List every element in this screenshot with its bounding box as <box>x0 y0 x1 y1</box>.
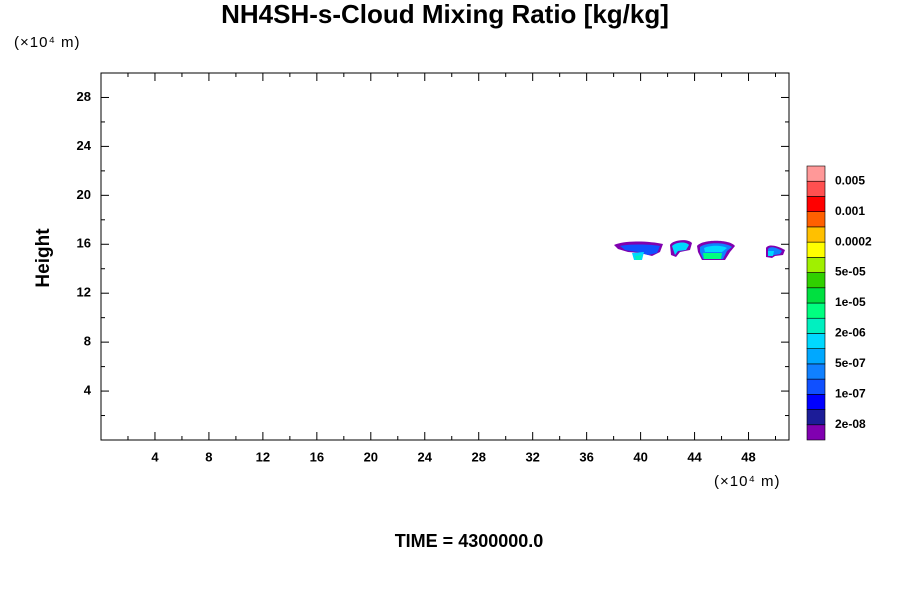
y-tick-label: 24 <box>77 138 92 153</box>
colorbar-swatch <box>806 211 826 228</box>
x-tick-label: 36 <box>579 449 593 464</box>
colorbar-swatch <box>806 226 826 243</box>
colorbar-swatch <box>806 363 826 380</box>
cloud-contour <box>704 245 727 252</box>
x-tick-label: 4 <box>151 449 159 464</box>
x-tick-label: 32 <box>525 449 539 464</box>
y-tick-label: 12 <box>77 285 91 300</box>
plot-frame <box>100 72 790 441</box>
colorbar-swatch <box>806 409 826 426</box>
y-axis-label: Height <box>33 228 54 288</box>
x-tick-label: 48 <box>741 449 755 464</box>
colorbar-label: 0.005 <box>835 173 865 187</box>
colorbar-label: 2e-06 <box>835 326 866 340</box>
colorbar-swatch <box>806 317 826 334</box>
cloud-contour <box>635 255 642 260</box>
colorbar-swatch <box>806 287 826 304</box>
colorbar-label: 5e-07 <box>835 356 866 370</box>
colorbar-swatch <box>806 180 826 197</box>
x-tick-label: 24 <box>418 449 433 464</box>
cloud-contour <box>620 244 660 255</box>
colorbar-swatch <box>806 348 826 365</box>
cloud-contour <box>768 251 774 256</box>
colorbar-label: 2e-08 <box>835 417 866 431</box>
cloud-contour <box>703 253 722 259</box>
x-tick-label: 16 <box>310 449 324 464</box>
x-tick-label: 8 <box>205 449 212 464</box>
colorbar-swatch <box>806 378 826 395</box>
y-tick-label: 4 <box>84 383 92 398</box>
colorbar-swatch <box>806 394 826 410</box>
x-unit: (×10⁴ m) <box>714 473 781 490</box>
colorbar-swatch <box>806 272 826 289</box>
colorbar-swatch <box>806 165 826 182</box>
colorbar-swatch <box>806 424 826 441</box>
colorbar-label: 5e-05 <box>835 265 866 279</box>
y-tick-label: 28 <box>77 89 91 104</box>
x-tick-label: 28 <box>471 449 485 464</box>
colorbar-swatch <box>806 333 826 349</box>
cloud-field <box>614 240 785 260</box>
colorbar-swatch <box>806 241 826 258</box>
x-tick-label: 44 <box>687 449 702 464</box>
y-tick-label: 16 <box>77 236 91 251</box>
y-unit: (×10⁴ m) <box>14 34 81 51</box>
x-tick-label: 40 <box>633 449 647 464</box>
colorbar-swatch <box>806 196 826 212</box>
x-tick-label: 12 <box>256 449 270 464</box>
footer-time: TIME = 4300000.0 <box>395 531 544 551</box>
x-tick-label: 20 <box>364 449 378 464</box>
colorbar-swatch <box>806 257 826 273</box>
cloud-contour <box>672 242 689 255</box>
colorbar-label: 1e-07 <box>835 387 866 401</box>
colorbar-label: 0.001 <box>835 204 865 218</box>
colorbar-label: 0.0002 <box>835 234 872 248</box>
colorbar-swatch <box>806 302 826 319</box>
y-tick-label: 8 <box>84 334 91 349</box>
y-tick-label: 20 <box>77 187 91 202</box>
chart-title: NH4SH-s-Cloud Mixing Ratio [kg/kg] <box>221 0 669 29</box>
colorbar-label: 1e-05 <box>835 295 866 309</box>
